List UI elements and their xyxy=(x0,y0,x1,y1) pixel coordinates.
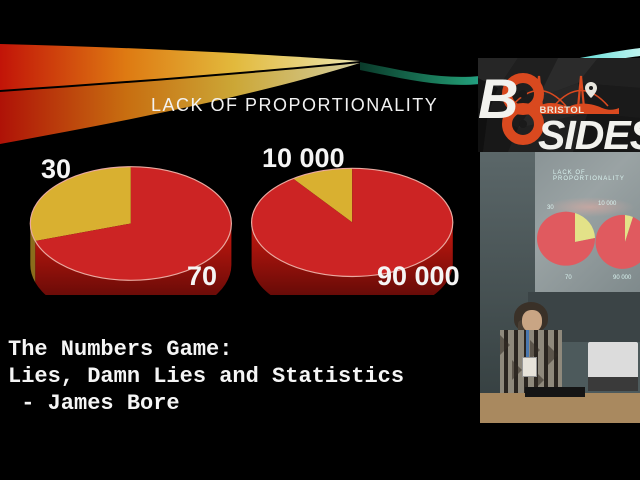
svg-text:10 000: 10 000 xyxy=(262,145,345,173)
svg-text:B: B xyxy=(478,67,517,130)
svg-text:10 000: 10 000 xyxy=(598,201,617,207)
svg-text:SIDES: SIDES xyxy=(538,112,640,152)
svg-text:90 000: 90 000 xyxy=(613,275,632,281)
svg-text:70: 70 xyxy=(565,275,572,281)
svg-text:30: 30 xyxy=(41,154,71,184)
svg-text:90 000: 90 000 xyxy=(377,261,460,291)
svg-text:70: 70 xyxy=(187,261,217,291)
svg-text:30: 30 xyxy=(547,205,554,211)
